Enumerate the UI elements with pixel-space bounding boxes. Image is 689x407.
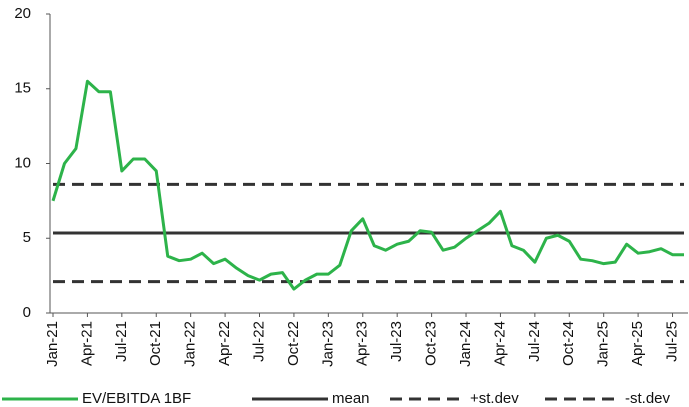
x-tick-label: Oct-23 — [423, 321, 440, 366]
x-tick-label: Jan-21 — [44, 321, 61, 367]
y-tick-label: 20 — [14, 5, 31, 22]
y-tick-label: 0 — [23, 304, 31, 321]
x-tick-label: Apr-23 — [354, 321, 371, 366]
legend-label: -st.dev — [625, 390, 671, 407]
x-tick-label: Jul-24 — [526, 321, 543, 362]
y-tick-label: 15 — [14, 80, 31, 97]
series-line — [51, 79, 684, 291]
y-tick-label: 10 — [14, 154, 31, 171]
x-tick-label: Apr-24 — [491, 321, 508, 366]
x-tick-label: Apr-25 — [629, 321, 646, 366]
x-tick-label: Apr-21 — [78, 321, 95, 366]
legend-label: +st.dev — [470, 390, 519, 407]
x-tick-label: Jan-24 — [457, 321, 474, 367]
x-tick-label: Jan-23 — [319, 321, 336, 367]
x-tick-label: Apr-22 — [216, 321, 233, 366]
x-tick-label: Jul-25 — [663, 321, 680, 362]
legend-label: EV/EBITDA 1BF — [82, 390, 191, 407]
x-tick-label: Oct-21 — [147, 321, 164, 366]
x-tick-label: Jul-23 — [388, 321, 405, 362]
x-tick-label: Oct-22 — [285, 321, 302, 366]
y-tick-label: 5 — [23, 229, 31, 246]
x-tick-label: Jan-22 — [182, 321, 199, 367]
x-tick-label: Jul-22 — [250, 321, 267, 362]
legend-label: mean — [332, 390, 370, 407]
x-tick-label: Jan-25 — [595, 321, 612, 367]
x-tick-label: Oct-24 — [560, 321, 577, 366]
x-tick-label: Jul-21 — [113, 321, 130, 362]
